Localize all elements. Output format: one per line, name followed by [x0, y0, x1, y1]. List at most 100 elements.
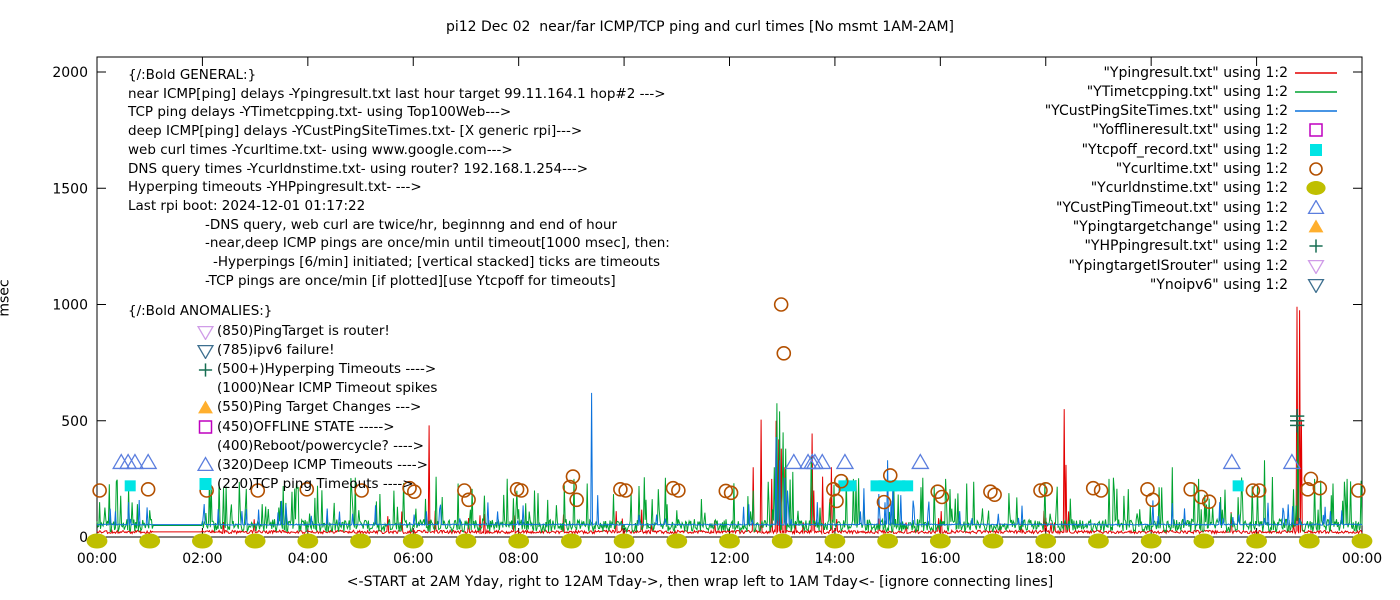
legend-row: "Ytcpoff_record.txt" using 1:2 [960, 141, 1340, 158]
legend-label: "YHPpingresult.txt" using 1:2 [1084, 238, 1288, 255]
deep-icmp-timeout-triangles [112, 453, 1302, 470]
legend-label: "Ycurltime.txt" using 1:2 [1115, 161, 1288, 178]
anomaly-row: (450)OFFLINE STATE -----> [197, 418, 395, 436]
legend-row: "Yofflineresult.txt" using 1:2 [960, 122, 1340, 139]
curl-time-circles [92, 297, 1366, 510]
legend-label: "YTimetcpping.txt" using 1:2 [1086, 83, 1288, 100]
x-tick-label: 08:00 [498, 551, 538, 567]
anomaly-text: (450)OFFLINE STATE -----> [217, 418, 395, 435]
tcp-timeout-squares [124, 480, 1244, 492]
square-open-icon [198, 420, 213, 434]
anomaly-row: (320)Deep ICMP Timeouts ----> [197, 456, 428, 474]
legend-label: "Ypingtargetchange" using 1:2 [1072, 219, 1288, 236]
anomaly-row: (500+)Hyperping Timeouts ----> [197, 360, 436, 378]
legend-label: "Yofflineresult.txt" using 1:2 [1092, 122, 1288, 139]
anomaly-text: (320)Deep ICMP Timeouts ----> [217, 456, 428, 473]
anomaly-row: (1000)Near ICMP Timeout spikes [197, 379, 437, 397]
hyperping-timeout-pluses [1290, 408, 1305, 433]
series-YCustPingSiteTimes.txt [96, 392, 1363, 527]
anomaly-text: (400)Reboot/powercycle? ----> [217, 437, 424, 454]
chart-title: pi12 Dec 02 near/far ICMP/TCP ping and c… [445, 19, 954, 35]
general-note-line: Last rpi boot: 2024-12-01 01:17:22 [128, 197, 366, 214]
plus-icon [198, 363, 213, 377]
general-note-line: {/:Bold GENERAL:} [128, 67, 257, 83]
series-YTimetcpping.txt [96, 403, 1363, 534]
legend-row: "YTimetcpping.txt" using 1:2 [960, 83, 1340, 100]
x-tick-label: 10:00 [604, 551, 644, 567]
square-open-icon [1309, 123, 1323, 138]
anomaly-row: (550)Ping Target Changes ---> [197, 398, 421, 416]
triangle-down-open-icon [197, 325, 214, 340]
no-icon [197, 380, 214, 397]
x-tick-label: 22:00 [1236, 551, 1276, 567]
legend-label: "Ycurldnstime.txt" using 1:2 [1090, 180, 1288, 197]
x-tick-label: 14:00 [815, 551, 855, 567]
x-tick-label: 16:00 [920, 551, 960, 567]
triangle-down-open-icon [1307, 259, 1325, 274]
x-tick-label: 12:00 [709, 551, 749, 567]
line-icon [1295, 110, 1337, 112]
y-tick-label: 1000 [52, 298, 88, 314]
triangle-down-open-icon [197, 344, 214, 359]
x-tick-label: 06:00 [393, 551, 433, 567]
triangle-up-open-icon [1307, 199, 1325, 214]
general-note-line: web curl times -Ycurltime.txt- using www… [128, 141, 513, 158]
anomaly-text: (785)ipv6 failure! [217, 342, 335, 359]
anomaly-row: (850)PingTarget is router! [197, 322, 390, 340]
legend-row: "Ynoipv6" using 1:2 [960, 277, 1340, 294]
general-note-line: Hyperping timeouts -YHPpingresult.txt- -… [128, 179, 422, 196]
y-tick-label: 500 [61, 414, 88, 430]
x-tick-label: 00:00 [1342, 551, 1382, 567]
legend-label: "Ynoipv6" using 1:2 [1149, 277, 1288, 294]
legend-row: "Ycurldnstime.txt" using 1:2 [960, 180, 1340, 197]
anomaly-row: (400)Reboot/powercycle? ----> [197, 437, 424, 455]
x-tick-label: 00:00 [77, 551, 117, 567]
legend-row: "Ypingresult.txt" using 1:2 [960, 64, 1340, 81]
legend-row: "Ypingtargetchange" using 1:2 [960, 219, 1340, 236]
legend-label: "YpingtargetISrouter" using 1:2 [1068, 257, 1288, 274]
y-tick-label: 0 [79, 530, 88, 546]
legend-row: "YCustPingSiteTimes.txt" using 1:2 [960, 103, 1340, 120]
legend-row: "YHPpingresult.txt" using 1:2 [960, 238, 1340, 255]
triangle-down-open-icon [1307, 279, 1325, 294]
legend-label: "Ytcpoff_record.txt" using 1:2 [1081, 141, 1288, 158]
y-tick-label: 1500 [52, 181, 88, 197]
anomaly-text: (1000)Near ICMP Timeout spikes [217, 380, 438, 397]
anomaly-text: (550)Ping Target Changes ---> [217, 399, 422, 416]
anomaly-text: (850)PingTarget is router! [217, 323, 390, 339]
general-note-line: -TCP pings are once/min [if plotted][use… [205, 272, 616, 289]
circle-open-icon [1309, 162, 1323, 176]
general-note-line: -near,deep ICMP pings are once/min until… [205, 235, 670, 252]
x-tick-label: 02:00 [182, 551, 222, 567]
x-axis-caption: <-START at 2AM Yday, right to 12AM Tday-… [346, 574, 1054, 590]
legend-row: "YCustPingTimeout.txt" using 1:2 [960, 199, 1340, 216]
legend-label: "YCustPingTimeout.txt" using 1:2 [1055, 199, 1288, 216]
general-note-line: deep ICMP[ping] delays -YCustPingSiteTim… [128, 123, 583, 140]
series-Ypingresult.txt [96, 306, 1363, 536]
anomalies-heading: {/:Bold ANOMALIES:} [128, 303, 273, 319]
general-note-line: -DNS query, web curl are twice/hr, begin… [205, 216, 618, 233]
line-icon [1295, 91, 1337, 93]
no-icon [197, 437, 214, 454]
anomaly-text: (220)TCP ping Timeouts ----> [217, 475, 414, 492]
y-tick-label: 2000 [52, 65, 88, 81]
anomaly-row: (785)ipv6 failure! [197, 341, 335, 359]
square-filled-icon [1310, 143, 1322, 156]
triangle-up-open-icon [197, 456, 214, 472]
general-note-line: -Hyperpings [6/min] initiated; [vertical… [213, 254, 661, 270]
legend-row: "YpingtargetISrouter" using 1:2 [960, 257, 1340, 274]
triangle-up-filled-icon [198, 400, 213, 414]
plus-icon [1309, 239, 1323, 254]
legend-row: "Ycurltime.txt" using 1:2 [960, 161, 1340, 178]
square-filled-icon [199, 478, 212, 491]
dns-time-circles [86, 533, 1373, 549]
line-icon [1295, 71, 1337, 74]
x-tick-label: 18:00 [1026, 551, 1066, 567]
general-note-line: DNS query times -Ycurldnstime.txt- using… [128, 160, 589, 177]
legend-label: "Ypingresult.txt" using 1:2 [1103, 64, 1288, 81]
x-tick-label: 04:00 [288, 551, 328, 567]
general-note-line: near ICMP[ping] delays -Ypingresult.txt … [128, 85, 666, 102]
triangle-up-filled-icon [1308, 219, 1324, 233]
